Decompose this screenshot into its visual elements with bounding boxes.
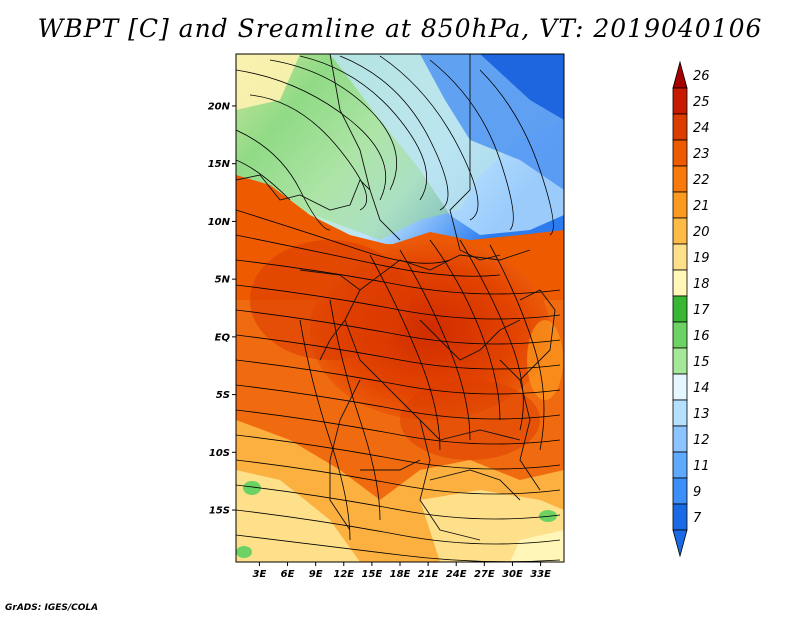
colorbar-swatch bbox=[672, 269, 688, 297]
colorbar-label: 19 bbox=[693, 251, 710, 266]
colorbar-upper-arrow bbox=[672, 60, 688, 89]
colorbar-swatch bbox=[672, 113, 688, 141]
colorbar-swatch bbox=[672, 451, 688, 479]
colorbar-label: 20 bbox=[693, 225, 710, 240]
colorbar-label: 22 bbox=[693, 173, 710, 188]
colorbar-swatch bbox=[672, 243, 688, 271]
colorbar-label: 25 bbox=[693, 95, 710, 110]
lon-label: 33E bbox=[530, 569, 551, 580]
lon-label: 9E bbox=[309, 569, 323, 580]
wbpt-field bbox=[236, 54, 564, 562]
streamlines bbox=[236, 55, 561, 562]
country-borders bbox=[236, 54, 556, 541]
colorbar-swatch bbox=[672, 165, 688, 193]
lon-label: 18E bbox=[390, 569, 411, 580]
colorbar-label: 26 bbox=[693, 69, 710, 84]
lat-label: 20N bbox=[208, 101, 231, 112]
lat-label: 5N bbox=[215, 275, 231, 286]
colorbar-label: 9 bbox=[693, 485, 701, 500]
latitude-axis: 20N 15N 10N 5N EQ 5S 10S 15S bbox=[208, 101, 236, 517]
colorbar-swatch bbox=[672, 477, 688, 505]
colorbar-swatch bbox=[672, 87, 688, 115]
lon-label: 12E bbox=[333, 569, 354, 580]
lat-label: 15N bbox=[208, 159, 231, 170]
lat-label: 10S bbox=[209, 448, 230, 459]
colorbar-label: 13 bbox=[693, 407, 710, 422]
colorbar-swatch bbox=[672, 399, 688, 427]
lon-label: 21E bbox=[418, 569, 439, 580]
colorbar-label: 23 bbox=[693, 147, 710, 162]
colorbar-label: 11 bbox=[693, 459, 710, 474]
lon-label: 27E bbox=[474, 569, 495, 580]
colorbar-label: 21 bbox=[693, 199, 710, 214]
lon-label: 6E bbox=[281, 569, 295, 580]
colorbar-swatch bbox=[672, 347, 688, 375]
colorbar-label: 7 bbox=[693, 511, 702, 526]
lat-label: EQ bbox=[215, 332, 231, 343]
credit-text: GrADS: IGES/COLA bbox=[5, 603, 99, 613]
lat-label: 10N bbox=[208, 217, 231, 228]
colorbar-label: 14 bbox=[693, 381, 710, 396]
colorbar-swatch bbox=[672, 139, 688, 167]
colorbar-swatch bbox=[672, 425, 688, 453]
colorbar-swatch bbox=[672, 373, 688, 401]
lon-label: 24E bbox=[446, 569, 467, 580]
colorbar-lower-arrow bbox=[672, 529, 688, 558]
chart-title: WBPT [C] and Sreamline at 850hPa, VT: 20… bbox=[37, 14, 763, 43]
colorbar-swatch bbox=[672, 295, 688, 323]
lat-label: 15S bbox=[209, 506, 230, 517]
longitude-axis: 3E 6E 9E 12E 15E 18E 21E 24E 27E 30E 33E bbox=[253, 562, 551, 580]
lon-label: 15E bbox=[362, 569, 383, 580]
colorbar-label: 16 bbox=[693, 329, 710, 344]
colorbar-swatch bbox=[672, 503, 688, 531]
lon-label: 3E bbox=[253, 569, 267, 580]
lat-label: 5S bbox=[216, 390, 230, 401]
colorbar-label: 18 bbox=[693, 277, 710, 292]
colorbar-label: 17 bbox=[693, 303, 710, 318]
lon-label: 30E bbox=[502, 569, 523, 580]
colorbar-swatch bbox=[672, 191, 688, 219]
colorbar-swatch bbox=[672, 217, 688, 245]
colorbar-label: 12 bbox=[693, 433, 710, 448]
colorbar: 26 25 24 23 22 21 20 19 18 17 16 15 14 13 12 11 9 7 bbox=[672, 60, 710, 558]
colorbar-swatch bbox=[672, 321, 688, 349]
colorbar-label: 24 bbox=[693, 121, 710, 136]
colorbar-label: 15 bbox=[693, 355, 710, 370]
